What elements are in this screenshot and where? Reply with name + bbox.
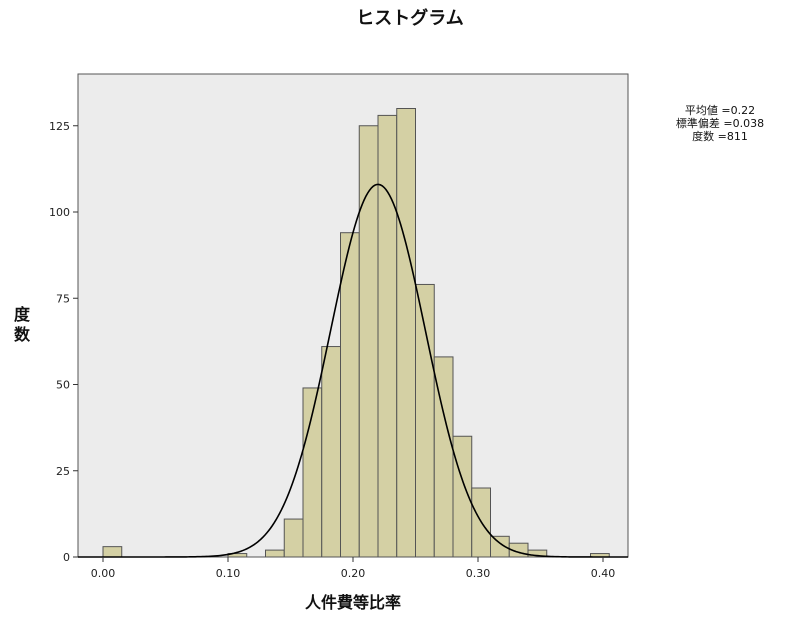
histogram-bar: [283, 518, 304, 558]
histogram-bar: [227, 553, 248, 558]
y-tick-label: 125: [49, 120, 70, 133]
histogram-bar: [321, 346, 341, 558]
x-tick-label: 0.30: [466, 567, 491, 580]
histogram-bar: [527, 549, 548, 558]
stats-box: 平均値 =0.22 標準偏差 =0.038 度数 =811: [676, 104, 764, 143]
y-tick-label: 100: [49, 206, 70, 219]
histogram-bar: [396, 108, 416, 558]
stat-count: 度数 =811: [692, 129, 748, 143]
y-tick-label: 0: [63, 551, 70, 564]
y-axis: 0 25 50 75 100 125: [49, 120, 78, 564]
stat-std-dev: 標準偏差 =0.038: [676, 116, 764, 130]
chart-title: ヒストグラム: [356, 7, 463, 29]
bars-group: [102, 108, 610, 558]
histogram-bar: [102, 546, 123, 558]
x-tick-label: 0.10: [216, 567, 241, 580]
y-tick-label: 75: [56, 292, 70, 305]
y-tick-label: 25: [56, 465, 70, 478]
stat-mean: 平均値 =0.22: [685, 104, 755, 117]
histogram-bar: [265, 549, 285, 558]
y-tick-label: 50: [56, 379, 70, 392]
x-axis-label: 人件費等比率: [305, 593, 401, 612]
x-tick-label: 0.00: [91, 567, 116, 580]
x-tick-label: 0.40: [591, 567, 616, 580]
y-axis-label: 度数: [14, 305, 31, 344]
x-tick-label: 0.20: [341, 567, 366, 580]
x-axis: 0.00 0.10 0.20 0.30 0.40: [91, 557, 616, 580]
normal-curve: [78, 183, 628, 558]
histogram-bar: [377, 114, 398, 558]
histogram-bar: [340, 232, 360, 558]
